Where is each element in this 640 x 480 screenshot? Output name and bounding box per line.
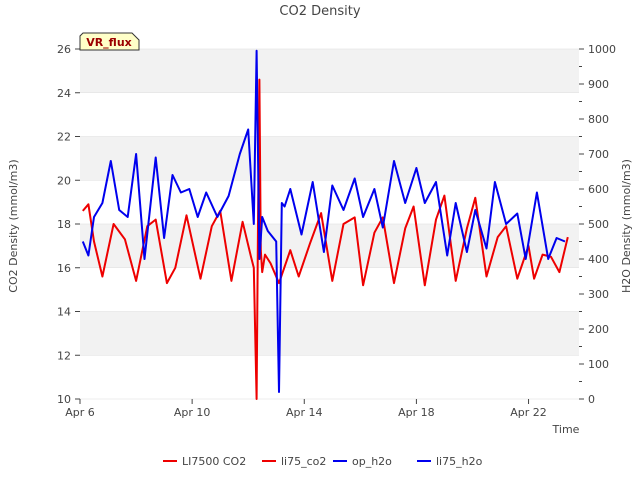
gridlines: [80, 48, 579, 400]
x-tick-label: Apr 14: [286, 406, 323, 419]
y-tick-label: 14: [57, 306, 71, 319]
y2-tick-label: 100: [588, 358, 609, 371]
y-tick-label: 24: [57, 87, 71, 100]
series-line-li75_h2o: [81, 49, 566, 393]
chart-title: CO2 Density: [279, 4, 360, 19]
y-tick-label: 18: [57, 218, 71, 231]
y-tick-label: 20: [57, 174, 71, 187]
y-tick-label: 22: [57, 131, 71, 144]
y2-tick-label: 500: [588, 218, 609, 231]
series-layer: [81, 49, 569, 400]
y2-tick-label: 700: [588, 148, 609, 161]
series-line-li75_co2: [82, 78, 569, 400]
y2-tick-label: 800: [588, 113, 609, 126]
legend: LI7500 CO2 li75_co2 op_h2o li75_h2o: [163, 455, 483, 468]
background-band: [80, 136, 579, 181]
y2-tick-labels: 0 100 200 300 400 500 600 700 800 900 1000: [588, 43, 616, 406]
y2-tick-label: 900: [588, 78, 609, 91]
y2-tick-label: 400: [588, 253, 609, 266]
x-tick-labels: Apr 6 Apr 10 Apr 14 Apr 18 Apr 22: [65, 406, 547, 419]
legend-label: LI7500 CO2: [182, 455, 246, 468]
legend-label: op_h2o: [352, 455, 392, 468]
badge-label: VR_flux: [86, 36, 132, 49]
y-tick-label: 12: [57, 349, 71, 362]
y-tick-labels: 10 12 14 16 18 20 22 24 26: [57, 43, 71, 406]
background-band: [80, 49, 579, 93]
legend-label: li75_h2o: [436, 455, 483, 468]
legend-label: li75_co2: [281, 455, 326, 468]
tick-marks: [75, 48, 584, 404]
y-tick-label: 10: [57, 393, 71, 406]
y2-tick-label: 1000: [588, 43, 616, 56]
vr-flux-badge: VR_flux: [79, 32, 140, 51]
y2-tick-label: 600: [588, 183, 609, 196]
x-axis-label: Time: [552, 423, 580, 436]
x-tick-label: Apr 22: [510, 406, 547, 419]
y-tick-label: 16: [57, 262, 71, 275]
x-tick-label: Apr 18: [398, 406, 435, 419]
y2-axis-label: H2O Density (mmol/m3): [620, 159, 633, 293]
x-tick-label: Apr 10: [174, 406, 211, 419]
y2-tick-label: 200: [588, 323, 609, 336]
y2-tick-label: 0: [588, 393, 595, 406]
y-axis-label: CO2 Density (mmol/m3): [7, 159, 20, 292]
badge-box: [79, 32, 140, 51]
x-tick-label: Apr 6: [65, 406, 95, 419]
y-tick-label: 26: [57, 43, 71, 56]
background-band: [80, 311, 579, 356]
y2-tick-label: 300: [588, 288, 609, 301]
